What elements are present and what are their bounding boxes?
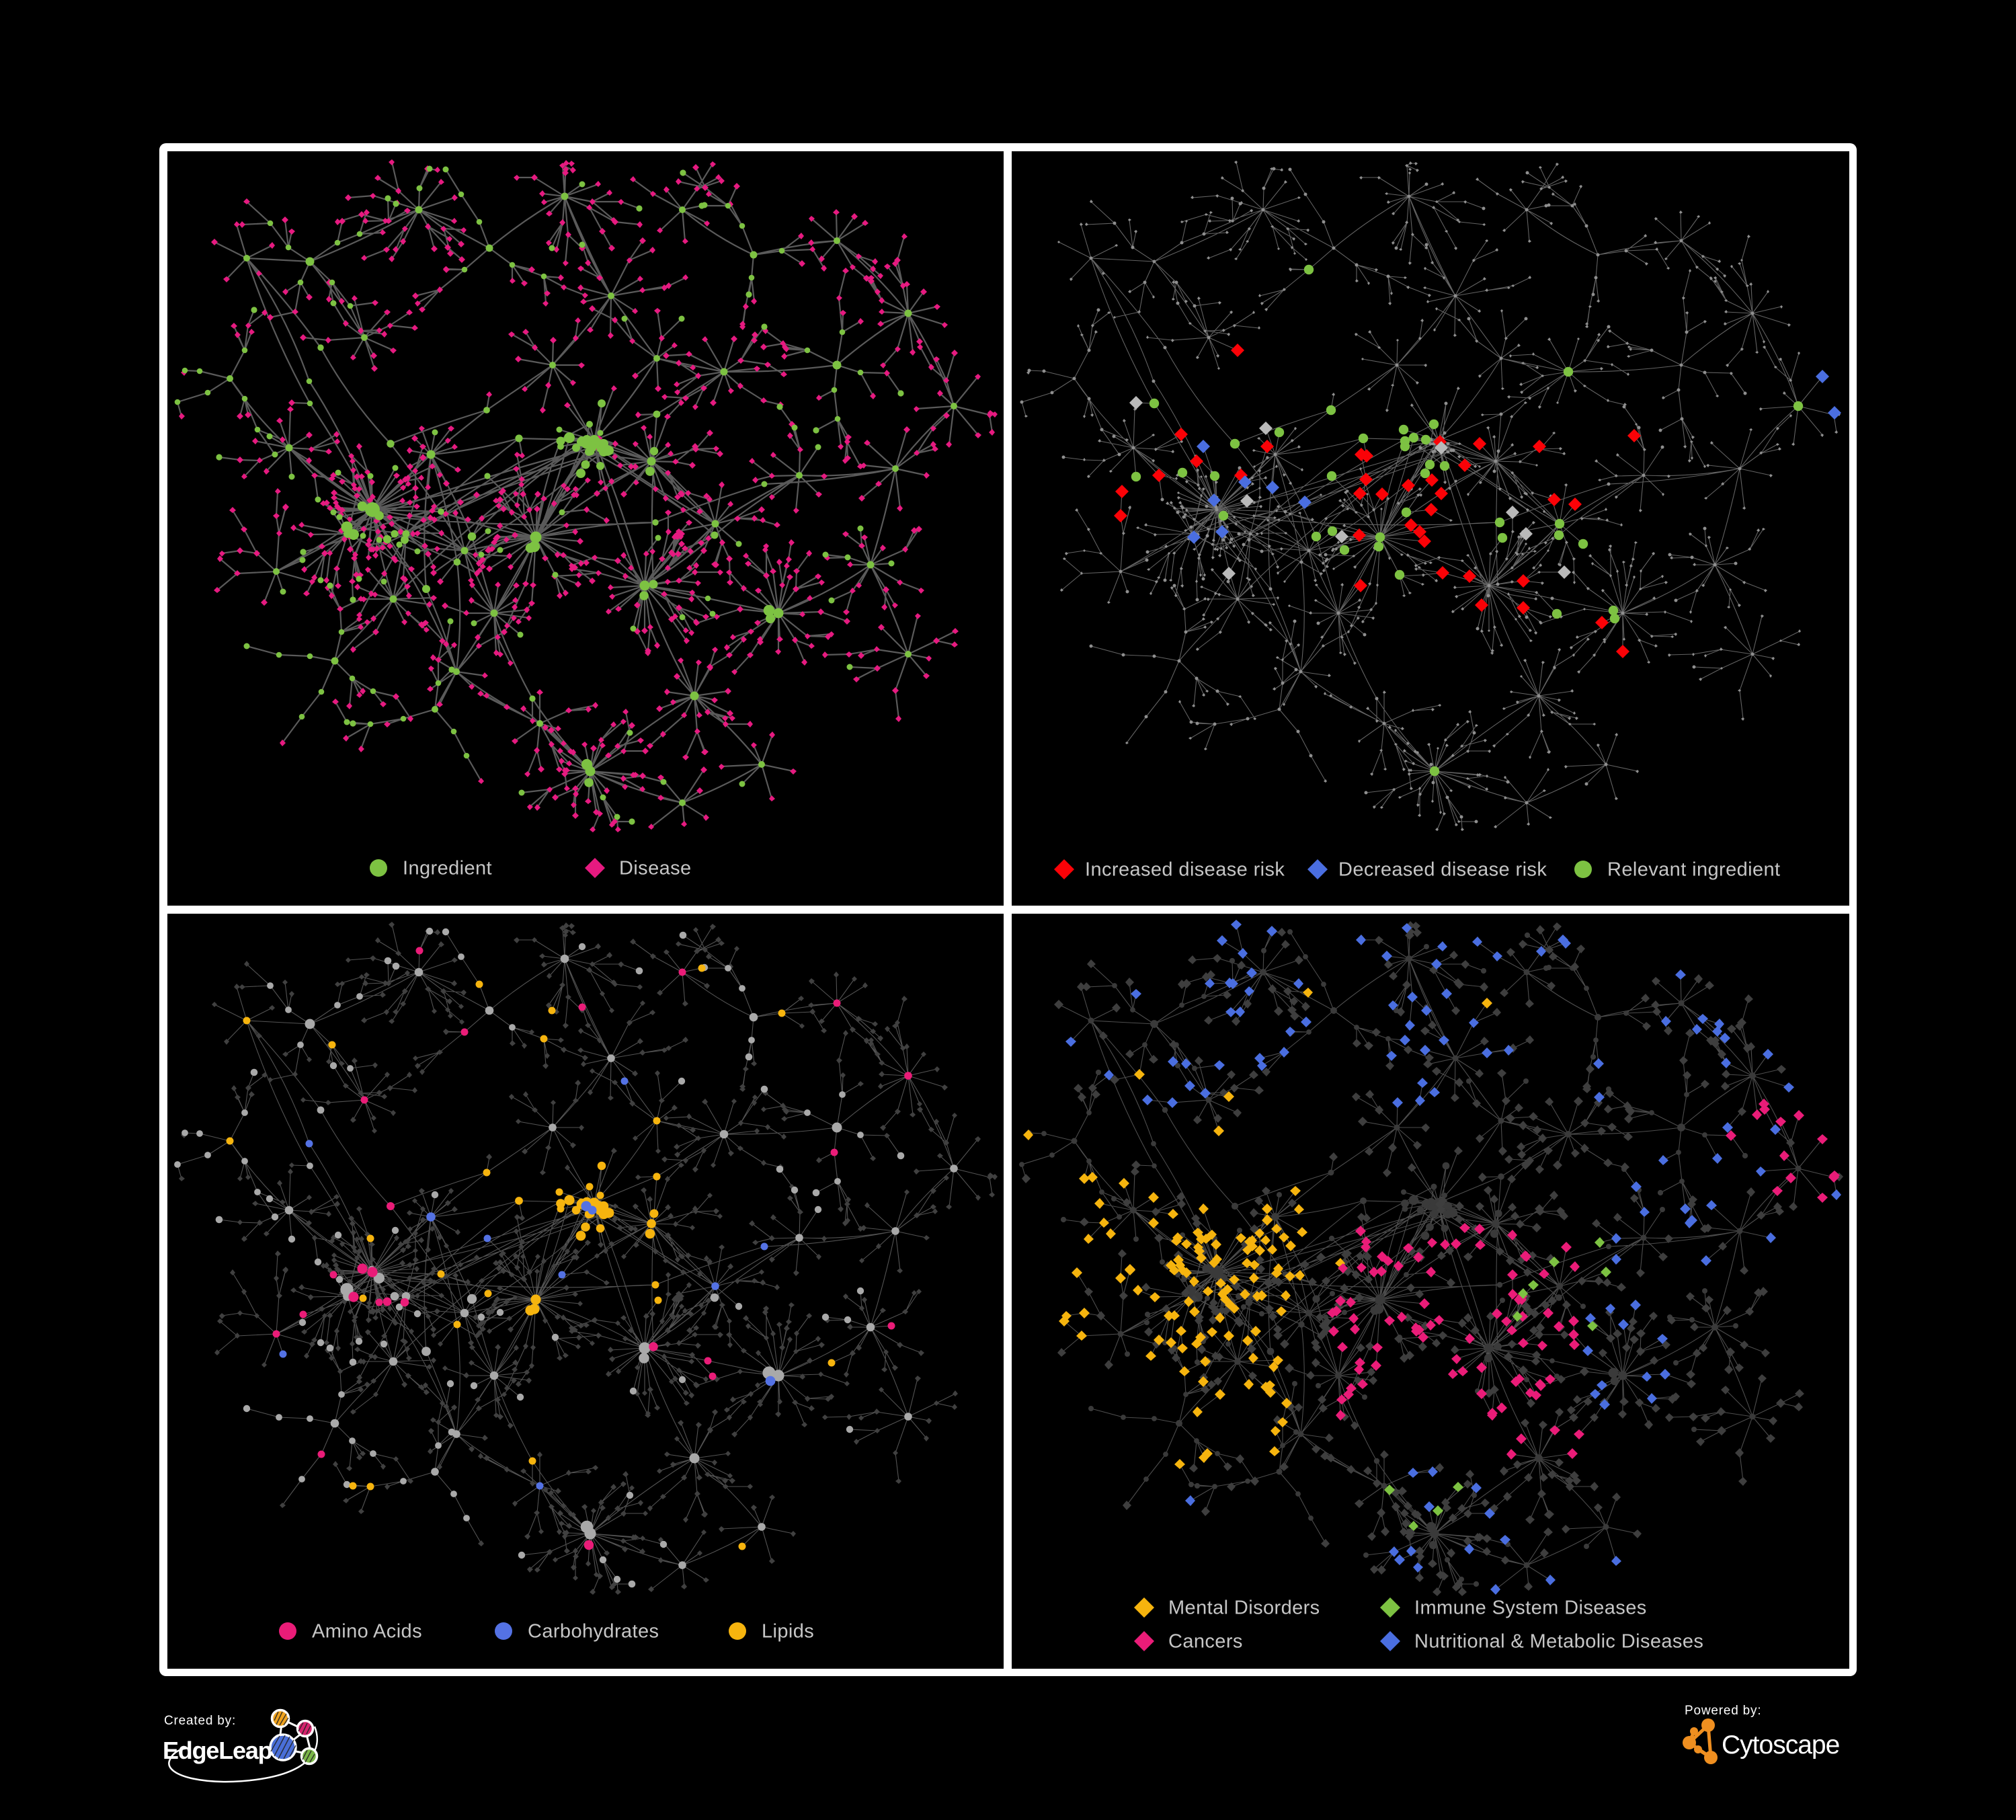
svg-text:EdgeLeap: EdgeLeap [163,1737,272,1764]
svg-text:Created by:: Created by: [164,1714,236,1728]
svg-text:Powered by:: Powered by: [1685,1704,1761,1718]
svg-text:Cytoscape: Cytoscape [1722,1731,1839,1759]
